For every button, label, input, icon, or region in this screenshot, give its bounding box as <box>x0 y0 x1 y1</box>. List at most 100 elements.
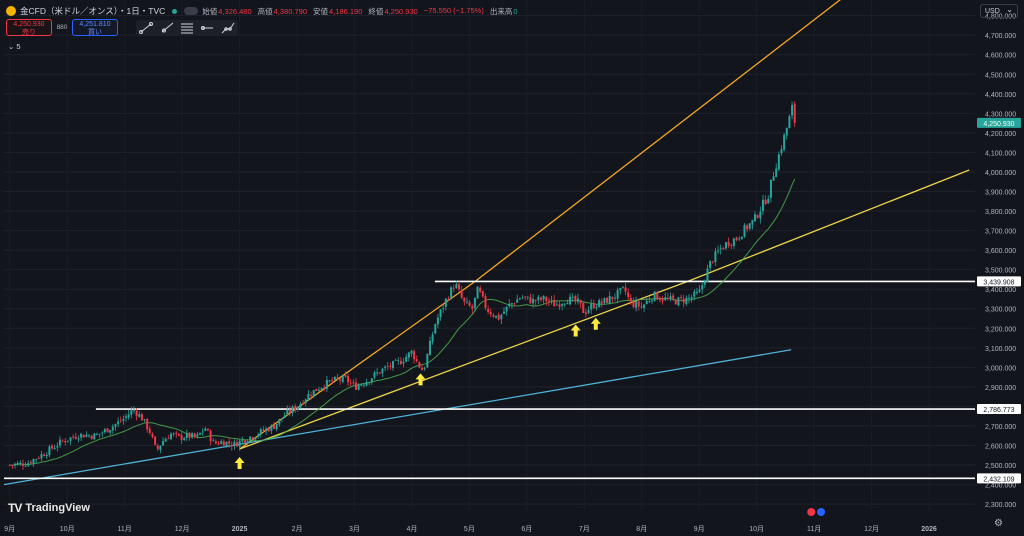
candle-body <box>196 434 199 437</box>
candle-body <box>275 424 278 430</box>
candle-body <box>410 350 413 354</box>
open-label: 始値 <box>202 6 218 16</box>
candle-body <box>595 306 598 308</box>
candle-body <box>135 410 138 417</box>
candle-body <box>8 464 11 466</box>
y-tick-label: 3,000.000 <box>985 365 1016 372</box>
candle-body <box>754 214 757 222</box>
candle-body <box>193 433 196 437</box>
candle-body <box>349 382 352 384</box>
candle-body <box>175 432 178 434</box>
ray-tool-icon[interactable] <box>160 22 174 34</box>
candle-body <box>730 244 733 246</box>
horizontal-levels <box>4 280 975 480</box>
candle-body <box>489 311 492 315</box>
candle-body <box>756 215 759 218</box>
candle-body <box>672 295 675 299</box>
trend-lines <box>3 0 970 486</box>
candle-body <box>95 434 98 436</box>
candle-body <box>426 354 429 368</box>
high-value: 4,380.790 <box>273 6 308 16</box>
horizontal-ray-tool-icon[interactable] <box>200 22 214 34</box>
brand-name: TradingView <box>25 502 90 514</box>
candle-body <box>502 311 505 314</box>
arrows <box>234 317 601 470</box>
candle-body <box>315 388 318 391</box>
candle-body <box>394 359 397 361</box>
candle-body <box>103 429 106 433</box>
candle-body <box>238 440 241 447</box>
candle-body <box>82 434 85 438</box>
trend-line-tool-icon[interactable] <box>139 22 154 34</box>
x-tick-label: 9月 <box>4 525 15 533</box>
x-tick-label: 10月 <box>749 525 764 533</box>
y-tick-label: 3,600.000 <box>985 248 1016 255</box>
candle-body <box>278 418 281 425</box>
candle-body <box>397 360 400 362</box>
candle-body <box>431 334 434 342</box>
candle-body <box>436 317 439 325</box>
candle-body <box>370 378 373 383</box>
candle-body <box>204 428 207 431</box>
candle-body <box>732 238 735 246</box>
y-tick-label: 4,500.000 <box>985 72 1016 79</box>
candle-body <box>542 295 545 300</box>
candle-body <box>339 379 342 381</box>
candle-body <box>698 289 701 292</box>
currency-select[interactable]: USD <box>980 4 1018 18</box>
candle-body <box>257 434 260 437</box>
candle-body <box>740 236 743 240</box>
y-tick-label: 3,800.000 <box>985 209 1016 216</box>
candle-body <box>323 387 326 389</box>
candle-body <box>85 434 88 437</box>
candle-body <box>413 351 416 360</box>
candle-body <box>611 296 614 300</box>
sell-button[interactable]: 4,250.930 売り <box>6 19 52 36</box>
candle-body <box>643 304 646 308</box>
y-tick-label: 2,900.000 <box>985 385 1016 392</box>
spread-value: 880 <box>56 24 68 31</box>
candle-body <box>72 436 75 438</box>
candle-body <box>280 418 283 420</box>
candle-body <box>172 433 175 435</box>
candle-body <box>727 242 730 246</box>
candle-body <box>428 340 431 356</box>
candle-body <box>249 436 252 441</box>
candle-body <box>505 306 508 312</box>
candle-body <box>138 414 141 417</box>
candle-body <box>735 237 738 240</box>
candle-body <box>125 416 128 418</box>
candle-body <box>199 432 202 435</box>
candle-body <box>246 441 249 444</box>
candle-body <box>582 302 585 313</box>
collapse-indicators-toggle[interactable]: ⌄ 5 <box>8 42 21 51</box>
symbol-title[interactable]: 金CFD（米ドル／オンス）・1日・TVC <box>20 6 166 16</box>
settings-gear-icon[interactable]: ⚙ <box>994 518 1003 529</box>
candle-body <box>579 299 582 304</box>
y-tick-label: 4,200.000 <box>985 131 1016 138</box>
candle-body <box>661 298 664 301</box>
volume-value: 0 <box>513 6 518 16</box>
candle-body <box>267 428 270 432</box>
buy-button[interactable]: 4,251.810 買い <box>72 19 118 36</box>
candle-body <box>169 433 172 440</box>
candle-body <box>288 409 291 413</box>
candle-body <box>748 223 751 229</box>
candle-body <box>635 301 638 308</box>
trend-line-yellow <box>239 169 970 450</box>
candle-body <box>492 315 495 317</box>
candle-body <box>56 446 59 448</box>
indicator-count: 5 <box>16 42 21 51</box>
path-tool-icon[interactable] <box>221 22 235 34</box>
level-tag-label: 2,786.773 <box>983 407 1014 414</box>
candle-body <box>518 298 521 300</box>
fib-tool-icon[interactable] <box>180 22 194 34</box>
eye-icon[interactable] <box>184 7 199 15</box>
candle-body <box>127 414 130 418</box>
candle-body <box>48 446 51 456</box>
candle-body <box>386 366 389 368</box>
candle-body <box>724 242 727 249</box>
candle-body <box>545 297 548 302</box>
up-arrow-marker <box>415 373 426 386</box>
